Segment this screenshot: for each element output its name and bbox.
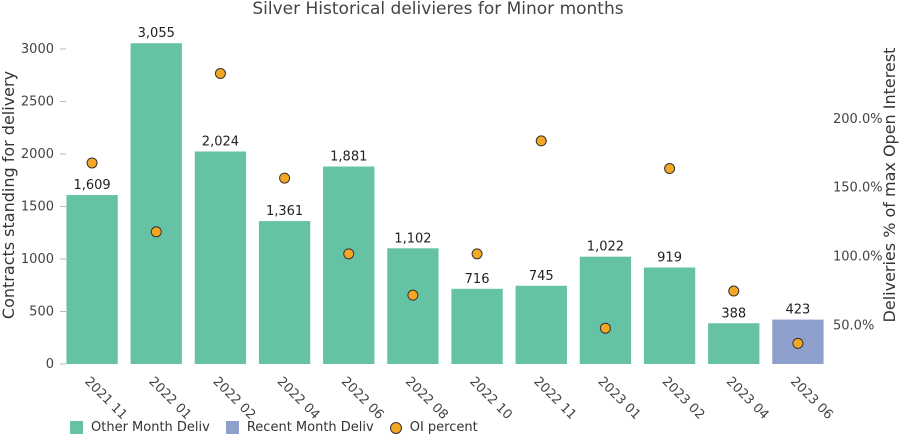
bar-value-label: 1,102 [394,231,431,246]
legend-item-oi[interactable]: OI percent [389,420,478,435]
x-tick-label: 2021 11 [81,374,130,420]
x-axis-ticks: 2021 11 2022 01 2022 02 2022 04 2022 06 2022 … [81,374,835,420]
y-tick-label: 1500 [21,200,54,215]
x-tick-label: 2023 01 [595,374,644,420]
bar [387,248,439,364]
y-axis-title: Contracts standing for delivery [0,71,18,319]
bar-value-label: 716 [465,272,490,287]
legend-label-oi: OI percent [409,420,478,435]
y-tick-label: 1000 [21,252,54,267]
oi-point [664,162,676,174]
y-tick-label: 2500 [21,95,54,110]
bar [66,195,118,364]
y-tick-label: 500 [29,305,54,320]
bar-value-label: 3,055 [138,26,175,41]
bar [323,166,375,364]
bar-value-label: 1,881 [330,149,367,164]
y-tick-label: 3000 [21,42,54,57]
oi-point [343,248,355,260]
legend-marker-oi [389,421,402,434]
bar-labels: 1,609 3,055 2,024 1,361 1,881 1,102 716 745 1,02… [73,26,810,321]
bar-value-label: 2,024 [202,134,239,149]
bar [130,43,182,364]
legend-item-recent[interactable]: Recent Month Deliv [225,420,374,435]
bar [258,221,311,364]
x-tick-label: 2022 04 [274,374,323,420]
bar [708,323,760,364]
legend-swatch-recent [225,421,239,434]
y2-tick-label: 100.0% [833,250,883,265]
x-tick-label: 2023 02 [659,374,708,420]
y2-tick-label: 50.0% [833,318,874,333]
x-tick-label: 2022 02 [210,374,259,420]
y-axis-ticks: 0 500 1000 1500 2000 2500 3000 [21,42,66,372]
x-tick-label: 2023 04 [723,374,772,420]
chart: Silver Historical delivieres for Minor m… [0,0,899,420]
oi-point [599,322,611,334]
legend-swatch-other [70,421,83,434]
x-tick-label: 2022 06 [338,374,387,420]
oi-point [407,289,419,301]
x-tick-label: 2022 10 [466,374,515,420]
oi-point [535,135,547,147]
bar-value-label: 1,609 [73,178,110,193]
bar-value-label: 1,022 [587,240,624,255]
legend-item-other[interactable]: Other Month Deliv [70,420,210,435]
bar [194,151,247,364]
oi-point [792,337,804,349]
oi-point [150,226,162,238]
oi-point [214,67,226,79]
x-tick-label: 2022 01 [145,374,194,420]
bars [66,43,824,364]
oi-point [279,172,291,184]
bar [643,267,696,364]
legend-label-other: Other Month Deliv [91,420,210,435]
y-tick-label: 0 [46,357,54,372]
y2-tick-label: 200.0% [833,112,883,127]
bar-value-label: 423 [786,303,811,318]
y2-tick-label: 150.0% [833,181,883,196]
x-tick-label: 2023 06 [787,374,836,420]
oi-markers [86,67,804,349]
bar [451,288,503,364]
legend: Other Month Deliv Recent Month Deliv OI … [70,420,478,435]
oi-point [728,285,740,297]
chart-title: Silver Historical delivieres for Minor m… [252,0,623,19]
bar [579,256,632,364]
bar-value-label: 919 [657,251,682,266]
legend-label-recent: Recent Month Deliv [246,420,374,435]
bar [515,285,567,364]
bar-value-label: 1,361 [266,204,303,219]
oi-point [471,248,483,260]
bar-value-label: 388 [721,306,746,321]
y2-axis-title: Deliveries % of max Open Interest [880,48,899,323]
x-tick-label: 2022 11 [530,374,579,420]
x-tick-label: 2022 08 [402,374,451,420]
y-tick-label: 2000 [21,147,54,162]
oi-point [86,157,98,169]
bar-value-label: 745 [529,269,554,284]
y2-axis-ticks: 50.0% 100.0% 150.0% 200.0% [833,112,883,334]
